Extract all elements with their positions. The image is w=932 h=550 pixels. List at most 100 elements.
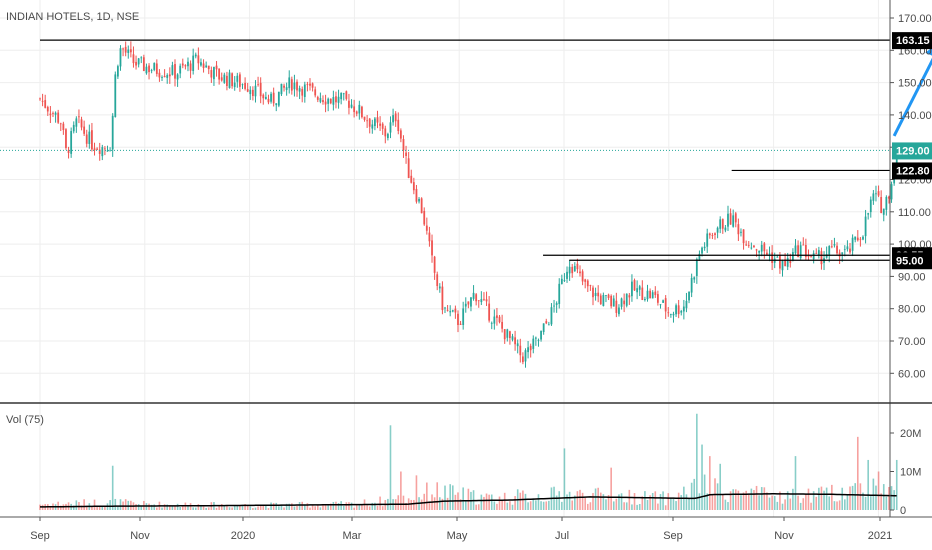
volume-bar <box>542 501 545 510</box>
volume-bar <box>355 504 358 510</box>
candle-body <box>137 58 140 65</box>
candle-body <box>67 150 70 154</box>
volume-bar <box>423 493 426 510</box>
candle-body <box>815 252 818 254</box>
volume-bar <box>706 493 709 510</box>
candle-body <box>833 244 836 246</box>
candle-body <box>516 343 519 347</box>
candle-body <box>254 85 257 97</box>
volume-bar <box>389 425 392 510</box>
candle-body <box>210 70 213 78</box>
candle-body <box>93 148 96 151</box>
candle-body <box>610 295 613 307</box>
candle-body <box>667 312 670 314</box>
volume-bar <box>171 506 174 510</box>
volume-bar <box>475 504 477 510</box>
candle-body <box>59 123 62 125</box>
volume-bar <box>644 491 646 510</box>
candle-body <box>872 193 875 201</box>
candle-body <box>423 210 426 225</box>
candle-body <box>534 337 537 339</box>
volume-bar <box>111 465 114 510</box>
volume-bar <box>332 501 335 510</box>
candle-body <box>880 197 883 213</box>
candle-body <box>290 79 293 91</box>
volume-bar <box>309 507 311 510</box>
candle-body <box>410 175 413 183</box>
volume-bar <box>864 496 867 510</box>
volume-bar <box>576 491 579 510</box>
volume-bar <box>462 487 464 510</box>
volume-bar <box>148 503 150 510</box>
volume-bar <box>672 498 675 510</box>
candle-body <box>828 246 831 256</box>
candle-body <box>804 245 807 258</box>
volume-bar <box>836 501 838 510</box>
candle-body <box>70 131 73 154</box>
candle-body <box>820 251 823 265</box>
trend-arrow[interactable] <box>892 55 932 137</box>
candle-body <box>654 291 657 296</box>
volume-bar <box>285 503 288 510</box>
volume-bar <box>166 504 169 510</box>
volume-bar <box>592 493 594 510</box>
candle-body <box>651 292 654 299</box>
volume-bar <box>561 501 563 510</box>
candle-body <box>470 297 472 307</box>
volume-bar <box>337 503 340 510</box>
volume-bar <box>485 493 488 510</box>
candle-body <box>62 123 65 130</box>
volume-bar <box>236 505 239 510</box>
volume-bar <box>506 502 509 510</box>
candle-body <box>669 314 672 315</box>
candle-body <box>615 300 618 313</box>
volume-bar <box>272 503 275 510</box>
volume-bar <box>532 498 535 510</box>
candle-body <box>558 283 561 304</box>
volume-bar <box>348 502 350 510</box>
candle-body <box>148 65 150 73</box>
candle-body <box>755 249 758 251</box>
candle-body <box>106 150 109 152</box>
candle-body <box>701 247 703 254</box>
volume-bar <box>319 507 322 510</box>
volume-title: Vol (75) <box>6 414 44 426</box>
candle-body <box>856 237 859 241</box>
volume-bar <box>574 495 576 510</box>
volume-bar <box>597 487 599 510</box>
candle-body <box>579 271 581 274</box>
volume-bar <box>259 505 262 510</box>
volume-bar <box>215 507 218 510</box>
volume-bar <box>664 505 667 510</box>
volume-bar <box>350 502 353 510</box>
candle-body <box>672 313 675 316</box>
candle-body <box>467 301 470 305</box>
volume-bar <box>335 501 337 510</box>
candle-body <box>841 252 844 255</box>
volume-bar <box>724 499 727 510</box>
volume-bar <box>548 500 550 510</box>
candle-body <box>509 331 511 339</box>
volume-bar <box>719 463 721 510</box>
volume-bar <box>781 503 784 510</box>
volume-bar <box>464 500 467 510</box>
volume-bar <box>381 506 384 510</box>
volume-bar <box>670 497 672 510</box>
volume-bar <box>150 504 153 510</box>
volume-bar <box>366 505 368 510</box>
price-tick-label: 90.00 <box>898 271 926 283</box>
candle-body <box>345 91 348 99</box>
candle-body <box>677 305 680 315</box>
candle-body <box>779 255 781 269</box>
candle-body <box>506 329 509 338</box>
volume-tick-label: 20M <box>900 428 921 440</box>
candle-body <box>270 93 272 102</box>
candle-body <box>729 213 732 225</box>
candle-body <box>244 82 246 89</box>
volume-bar <box>685 494 688 510</box>
volume-bar <box>467 488 470 510</box>
candle-body <box>405 152 407 156</box>
candle-body <box>706 233 709 247</box>
candle-body <box>397 119 400 132</box>
